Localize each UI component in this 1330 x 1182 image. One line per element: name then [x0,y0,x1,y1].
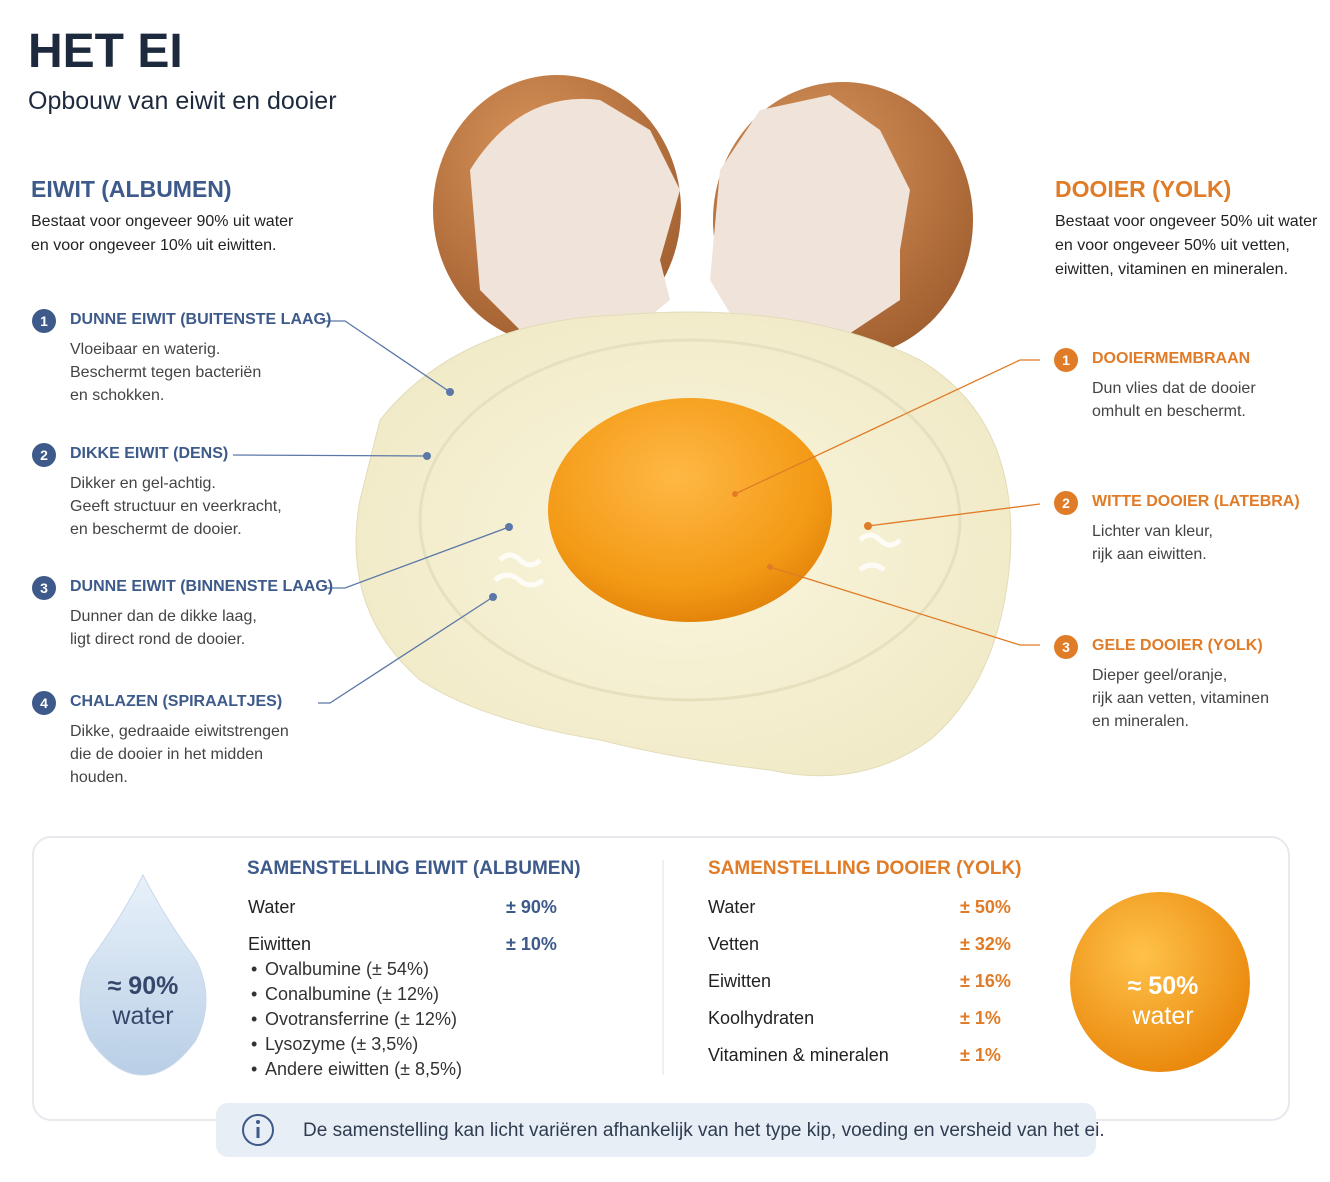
drop-label: ≈ 90% [107,972,179,1000]
albumen-intro: Bestaat voor ongeveer 90% uit water [31,213,294,230]
albumen-part-number: 1 [32,309,56,333]
sphere-label: ≈ 50% [1127,972,1199,1000]
shell-left-inside [470,98,680,340]
composition-subitem: Ovotransferrine (± 12%) [251,1010,457,1028]
yolk-part-text: Dun vlies dat de dooier [1092,380,1256,397]
yolk-part-text: omhult en beschermt. [1092,403,1246,420]
albumen-part-text: Geeft structuur en veerkracht, [70,498,282,515]
water-drop [79,873,207,1076]
yolk-part-text: Lichter van kleur, [1092,523,1213,540]
subtitle: Opbouw van eiwit en dooier [28,87,337,115]
composition-value: ± 50% [960,897,1011,917]
composition-label: Water [708,897,756,917]
composition-subitem: Andere eiwitten (± 8,5%) [251,1060,462,1078]
composition-label: Eiwitten [708,971,772,991]
albumen-part-text: Dikker en gel-achtig. [70,475,216,492]
albumen-part-title: DIKKE EIWIT (DENS) [70,445,229,462]
yolk-intro: eiwitten, vitaminen en mineralen. [1055,261,1289,278]
albumen-part-text: en beschermt de dooier. [70,521,242,538]
sphere-label: water [1132,1002,1194,1030]
composition-subitem: Conalbumine (± 12%) [251,985,439,1003]
yolk [548,398,832,622]
albumen-part-title: DUNNE EIWIT (BINNENSTE LAAG) [70,578,334,595]
yolk-intro: en voor ongeveer 50% uit vetten, [1055,237,1290,254]
chalazae [493,532,902,588]
composition-label: Vetten [708,934,760,954]
composition-label: Water [248,897,296,917]
note-bar [216,1103,1096,1157]
composition-subitem: Lysozyme (± 3,5%) [251,1035,418,1053]
composition-value: ± 32% [960,934,1011,954]
albumen-heading: EIWIT (ALBUMEN) [31,176,232,202]
composition-value: ± 16% [960,971,1011,991]
yolk-heading: DOOIER (YOLK) [1055,176,1232,202]
composition-value: ± 90% [506,897,557,917]
yolk-part-text: en mineralen. [1092,713,1189,730]
albumen-part-number: 3 [32,576,56,600]
title: HET EI [28,25,183,78]
composition-label: Koolhydraten [708,1008,815,1028]
yolk-sphere [1070,892,1250,1072]
leaders-albumen [232,320,510,704]
note: De samenstelling kan licht variëren afha… [303,1120,1105,1141]
yolk-part-title: GELE DOOIER (YOLK) [1092,637,1263,654]
albumen-part-text: ligt direct rond de dooier. [70,631,246,648]
albumen-intro: en voor ongeveer 10% uit eiwitten. [31,237,277,254]
albumen-part-text: die de dooier in het midden [70,746,264,763]
shell-right-inside [710,95,910,340]
yolk-part-text: Dieper geel/oranje, [1092,667,1228,684]
albumen-part-title: CHALAZEN (SPIRAALTJES) [70,693,283,710]
yolk-part-number: 2 [1054,491,1078,515]
leaders-yolk [734,359,1041,646]
drop-label: water [112,1002,174,1030]
albumen-part-text: Dunner dan de dikke laag, [70,608,257,625]
info-icon [242,1114,274,1146]
yolk-intro: Bestaat voor ongeveer 50% uit water [1055,213,1318,230]
yolk-part-title: WITTE DOOIER (LATEBRA) [1092,493,1300,510]
albumen-part-text: Beschermt tegen bacteriën [70,364,262,381]
leader-dots-albumen [423,388,513,601]
info-icon-dot [256,1120,260,1124]
yolk-part-text: rijk aan eiwitten. [1092,546,1207,563]
albumen-part-text: Vloeibaar en waterig. [70,341,221,358]
albumen-part-text: en schokken. [70,387,165,404]
albumen-part-text: Dikke, gedraaide eiwitstrengen [70,723,289,740]
leader-dots-yolk [732,491,872,570]
composition-value: ± 1% [960,1008,1001,1028]
info-icon-bar [256,1127,260,1138]
composition-value: ± 10% [506,934,557,954]
albumen-composition-heading: SAMENSTELLING EIWIT (ALBUMEN) [247,858,581,879]
composition-value: ± 1% [960,1045,1001,1065]
composition-label: Vitaminen & mineralen [708,1045,889,1065]
yolk-part-number: 3 [1054,635,1078,659]
composition-label: Eiwitten [248,934,312,954]
thick-white-edge [418,338,962,702]
yolk-part-number: 1 [1054,348,1078,372]
yolk-part-text: rijk aan vetten, vitaminen [1092,690,1269,707]
albumen-part-text: houden. [70,769,128,786]
yolk-composition-heading: SAMENSTELLING DOOIER (YOLK) [708,858,1022,879]
yolk-part-title: DOOIERMEMBRAAN [1092,350,1251,367]
albumen-part-title: DUNNE EIWIT (BUITENSTE LAAG) [70,311,332,328]
albumen-part-number: 4 [32,691,56,715]
composition-subitem: Ovalbumine (± 54%) [251,960,429,978]
albumen-part-number: 2 [32,443,56,467]
